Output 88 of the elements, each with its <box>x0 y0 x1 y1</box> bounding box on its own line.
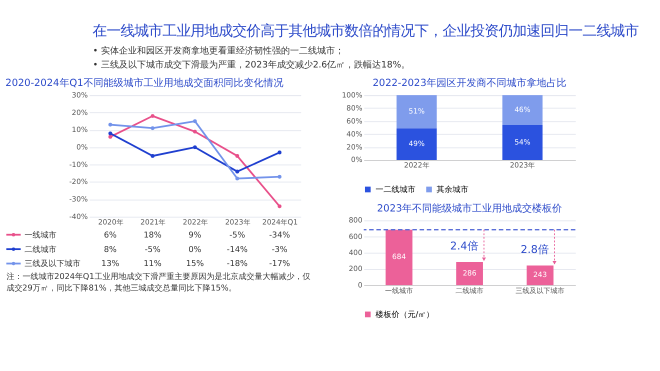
data-label: 8% <box>104 244 118 254</box>
data-label: -17% <box>269 258 290 268</box>
data-label: 49% <box>408 138 425 148</box>
data-label: 9% <box>188 229 202 240</box>
y-tick-label: 30% <box>72 90 88 100</box>
x-tick-label: 二线城市 <box>456 286 484 295</box>
annotation: 2.4倍 <box>450 239 478 252</box>
data-label: 243 <box>533 270 547 280</box>
text: 注：一线城市2024年Q1工业用地成交下滑严重主要原因为是北京成交量大幅减少，仅成交29万㎡，同比下降81%，其他三城成交总量同比下降15%。 <box>6 270 310 293</box>
data-label: -3% <box>272 244 288 254</box>
y-tick-label: 0% <box>76 142 88 152</box>
data-label: 15% <box>186 258 204 268</box>
text: 在一线城市工业用地成交价高于其他城市数倍的情况下，企业投资仍加速回归一二线城市 <box>92 24 639 40</box>
y-tick-label: 100% <box>342 90 363 100</box>
x-tick-label: 2024年Q1 <box>262 217 298 226</box>
point <box>108 122 112 127</box>
y-tick-label: 200 <box>348 264 363 274</box>
data-label: 0% <box>188 244 202 254</box>
legend-label: 其余城市 <box>436 184 469 194</box>
data-label: 51% <box>408 106 425 116</box>
data-label: 18% <box>144 229 162 240</box>
x-tick-label: 2022年 <box>404 160 430 170</box>
data-label: -18% <box>226 258 248 268</box>
data-label: -5% <box>229 229 246 240</box>
y-tick-label: 800 <box>348 216 363 225</box>
bar <box>456 262 483 286</box>
chart-title: 2023年不同能级城市工业用地成交楼板价 <box>376 202 562 214</box>
annotation: 2.8倍 <box>520 242 549 256</box>
point <box>193 145 197 150</box>
y-tick-label: 0% <box>351 155 363 164</box>
point <box>193 130 197 134</box>
point <box>235 176 240 180</box>
x-tick-label: 一线城市 <box>385 286 414 295</box>
data-label: 684 <box>392 252 406 262</box>
point <box>278 174 282 179</box>
y-tick-label: 600 <box>348 232 363 241</box>
data-label: -14% <box>226 244 248 254</box>
text: • 实体企业和园区开发商拿地更看重经济韧性强的一二线城市； <box>92 46 344 57</box>
chart-title: 2020-2024年Q1不同能级城市工业用地成交面积同比变化情况 <box>5 77 284 90</box>
y-tick-label: 10% <box>72 125 88 134</box>
legend-label: 一线城市 <box>24 229 56 240</box>
y-tick-label: 0 <box>358 280 363 290</box>
chart-title: 2022-2023年园区开发商不同城市拿地占比 <box>372 77 567 90</box>
point <box>193 119 197 124</box>
legend-label: 二线城市 <box>24 244 56 254</box>
point <box>150 154 155 158</box>
y-tick-label: 40% <box>346 129 363 138</box>
data-label: 6% <box>104 229 118 240</box>
x-tick-label: 2023年 <box>225 217 250 226</box>
point <box>150 126 155 130</box>
bar <box>526 265 554 286</box>
point <box>108 131 112 136</box>
data-label: 11% <box>144 258 162 268</box>
data-label: -34% <box>269 229 290 240</box>
legend-label: 三线及以下城市 <box>24 258 80 268</box>
y-tick-label: 400 <box>348 248 363 257</box>
point <box>235 154 240 158</box>
bar <box>502 95 543 125</box>
y-tick-label: 20% <box>346 142 363 152</box>
y-tick-label: 80% <box>346 103 363 112</box>
x-tick-label: 2021年 <box>140 217 166 226</box>
legend-label: 楼板价（元/㎡） <box>375 309 434 320</box>
x-tick-label: 三线及以下城市 <box>516 286 565 295</box>
y-tick-label: -40% <box>69 212 88 221</box>
point <box>108 134 112 139</box>
y-tick-label: 60% <box>346 116 363 126</box>
data-label: 46% <box>514 104 531 114</box>
legend-label: 一二线城市 <box>375 184 416 194</box>
y-tick-label: -20% <box>69 177 88 186</box>
x-tick-label: 2023年 <box>510 160 536 170</box>
bar <box>386 230 412 286</box>
y-tick-label: 20% <box>72 108 88 117</box>
bar <box>396 95 437 128</box>
data-label: 54% <box>514 137 531 146</box>
text: • 三线及以下城市成交下滑最为严重，2023年成交减少2.6亿㎡，跌幅达18%。 <box>92 59 410 70</box>
point <box>278 150 282 154</box>
data-label: 286 <box>462 268 477 278</box>
point <box>278 204 282 208</box>
x-tick-label: 2020年 <box>98 217 124 226</box>
y-tick-label: -30% <box>69 194 88 204</box>
point <box>150 114 155 118</box>
y-tick-label: -10% <box>69 160 88 169</box>
bar <box>396 128 437 160</box>
data-label: 13% <box>101 258 120 268</box>
x-tick-label: 2022年 <box>182 217 208 226</box>
point <box>235 170 240 174</box>
bar <box>502 124 543 160</box>
data-label: -5% <box>144 244 161 254</box>
